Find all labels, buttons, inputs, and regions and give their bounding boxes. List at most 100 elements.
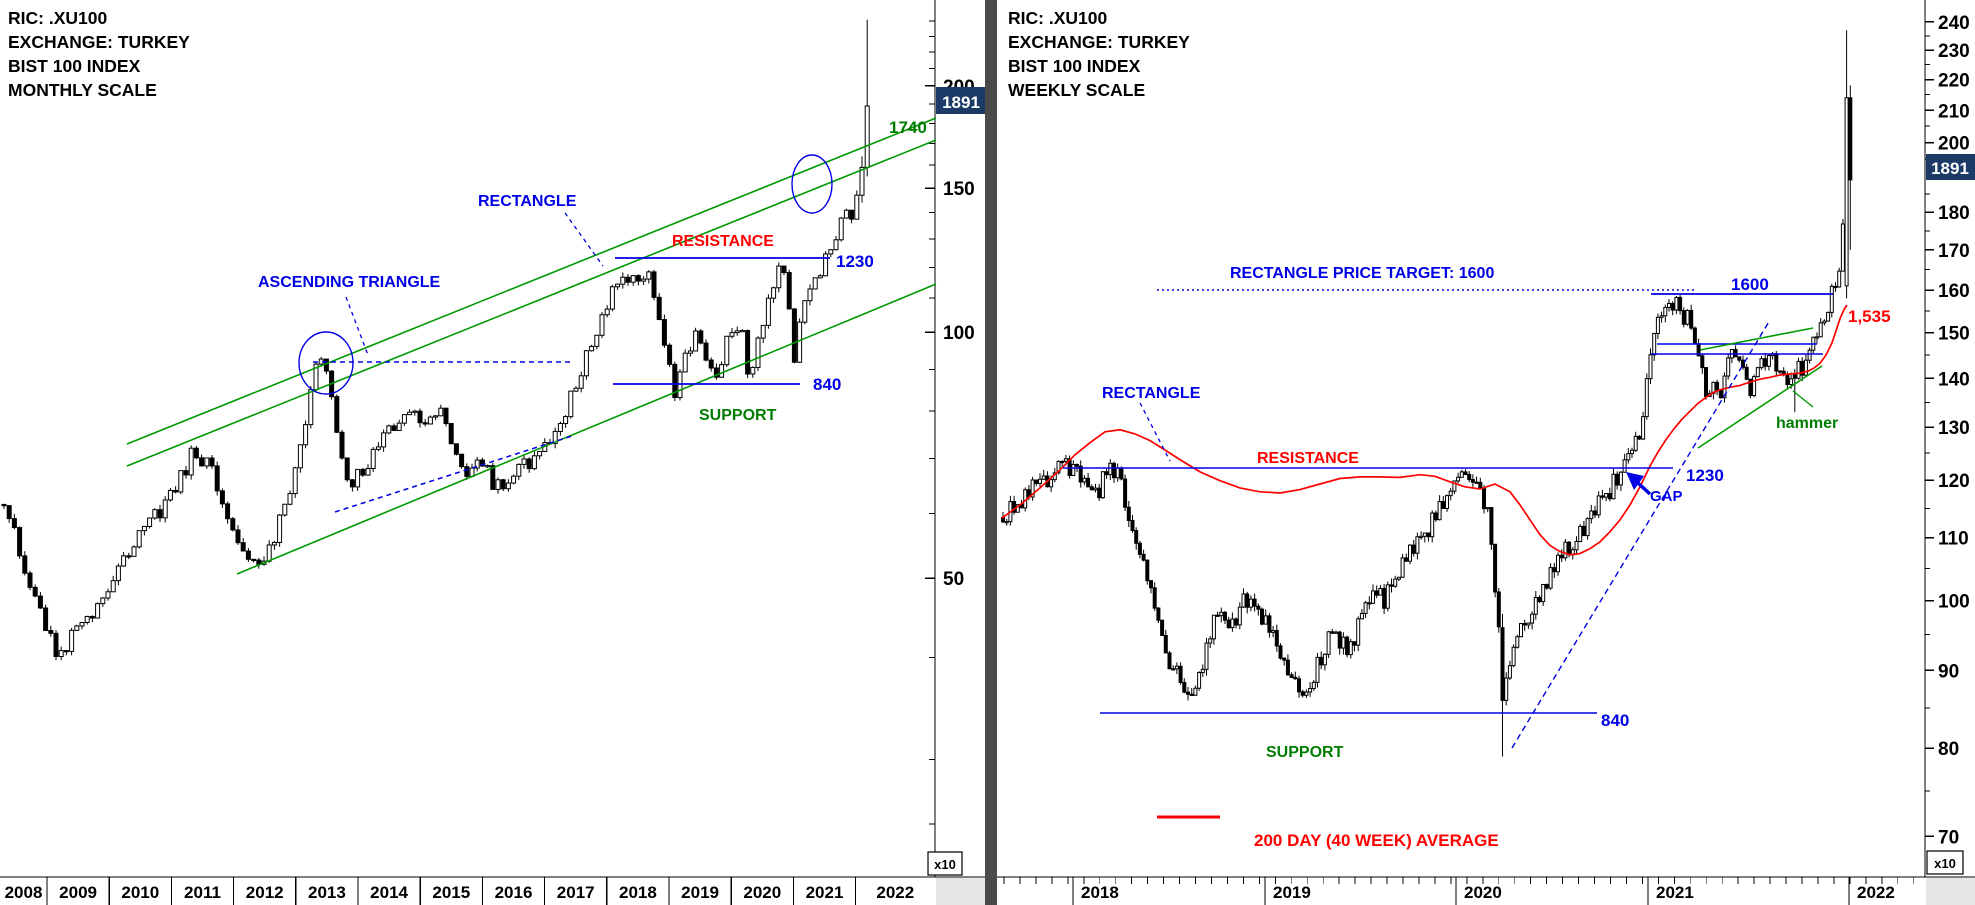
candle-down (344, 457, 350, 481)
candle-down (1615, 473, 1620, 486)
y-axis-label: 240 (1938, 13, 1970, 34)
candle-up (1815, 336, 1819, 339)
candle-down (1741, 359, 1745, 368)
candle-down (1119, 467, 1124, 480)
candle-up (412, 410, 418, 413)
candle-up (1641, 416, 1646, 440)
candle-up (292, 467, 298, 495)
candle-up (599, 314, 605, 336)
year-label: 2019 (681, 883, 719, 902)
candle-up (1219, 611, 1224, 617)
rectangle-pointer-line (1139, 402, 1171, 462)
y-axis-label: 110 (1938, 529, 1969, 550)
candle-up (1548, 567, 1553, 589)
candle-down (1600, 495, 1605, 498)
candle-up (188, 447, 194, 476)
candle-up (1556, 554, 1560, 573)
candle-up (1596, 495, 1601, 516)
rectangle-pointer-line (564, 212, 604, 267)
level-1230-value: 1230 (1686, 466, 1724, 485)
year-label: 2015 (432, 883, 470, 902)
candle-down (1189, 693, 1194, 696)
candle-down (339, 431, 345, 459)
candle-down (1293, 676, 1298, 680)
candle-up (734, 330, 740, 334)
candle-up (615, 283, 621, 288)
candle-up (1533, 596, 1538, 615)
candle-down (1833, 285, 1838, 289)
candle-down (1130, 519, 1135, 532)
candle-up (131, 546, 137, 557)
candle-down (1774, 353, 1779, 372)
year-label: 2021 (1656, 883, 1694, 902)
candle-down (183, 470, 189, 476)
candle-down (199, 457, 205, 467)
candle-down (667, 344, 673, 365)
candle-down (1367, 602, 1372, 605)
monthly-candles-layer (1, 19, 870, 661)
candle-up (1659, 315, 1664, 318)
candle-down (1689, 309, 1694, 329)
candle-up (1652, 332, 1657, 356)
candle-up (1063, 458, 1068, 462)
candle-up (1829, 285, 1834, 313)
candle-down (1382, 587, 1387, 609)
candle-down (245, 550, 251, 560)
candle-down (1215, 614, 1220, 617)
candle-up (1378, 587, 1383, 596)
candle-up (438, 407, 444, 417)
panel-divider (985, 0, 997, 905)
candle-down (1581, 525, 1586, 537)
y-axis-label: 170 (1938, 241, 1970, 262)
candle-up (1437, 501, 1442, 521)
candle-down (708, 359, 714, 369)
candle-down (1182, 681, 1187, 693)
y-axis-label: 150 (1938, 324, 1970, 345)
weekly-header: RIC: .XU100 EXCHANGE: TURKEY BIST 100 IN… (1008, 8, 1190, 100)
candle-down (422, 422, 428, 425)
candle-down (459, 453, 465, 468)
candle-down (219, 490, 225, 505)
candle-up (100, 597, 106, 605)
candle-down (1500, 627, 1505, 701)
candle-up (833, 239, 839, 251)
candle-up (1663, 307, 1668, 317)
candle-up (719, 364, 725, 378)
candle-up (355, 468, 361, 488)
candle-up (1759, 358, 1764, 369)
candle-up (1308, 688, 1313, 693)
candle-up (568, 390, 574, 418)
candle-down (1104, 471, 1109, 476)
candle-up (474, 459, 480, 469)
candle-down (360, 468, 366, 476)
candle-down (1152, 587, 1157, 609)
candle-up (1038, 478, 1042, 485)
candle-down (1, 503, 7, 507)
candle-up (204, 457, 210, 467)
candle-up (505, 482, 511, 490)
candle-up (1667, 302, 1671, 309)
candle-up (1459, 471, 1464, 478)
candle-down (453, 443, 459, 455)
candle-up (110, 580, 116, 593)
candle-down (1089, 486, 1094, 491)
year-label: 2010 (121, 883, 159, 902)
candle-down (1252, 598, 1257, 607)
candle-up (1685, 309, 1690, 325)
candle-up (755, 337, 761, 368)
candle-up (1589, 510, 1594, 520)
candle-up (521, 458, 527, 465)
candle-up (1789, 378, 1794, 386)
candle-down (490, 465, 496, 490)
gap-arrow-tail (1636, 481, 1652, 496)
scale-line: MONTHLY SCALE (8, 80, 157, 100)
year-label: 2009 (59, 883, 97, 902)
candle-up (828, 249, 834, 255)
wedge-bottom-line (1697, 365, 1823, 449)
candle-up (167, 489, 173, 501)
candle-up (537, 450, 543, 457)
support-label: SUPPORT (699, 407, 777, 424)
candle-up (812, 277, 818, 290)
candle-up (495, 479, 501, 490)
